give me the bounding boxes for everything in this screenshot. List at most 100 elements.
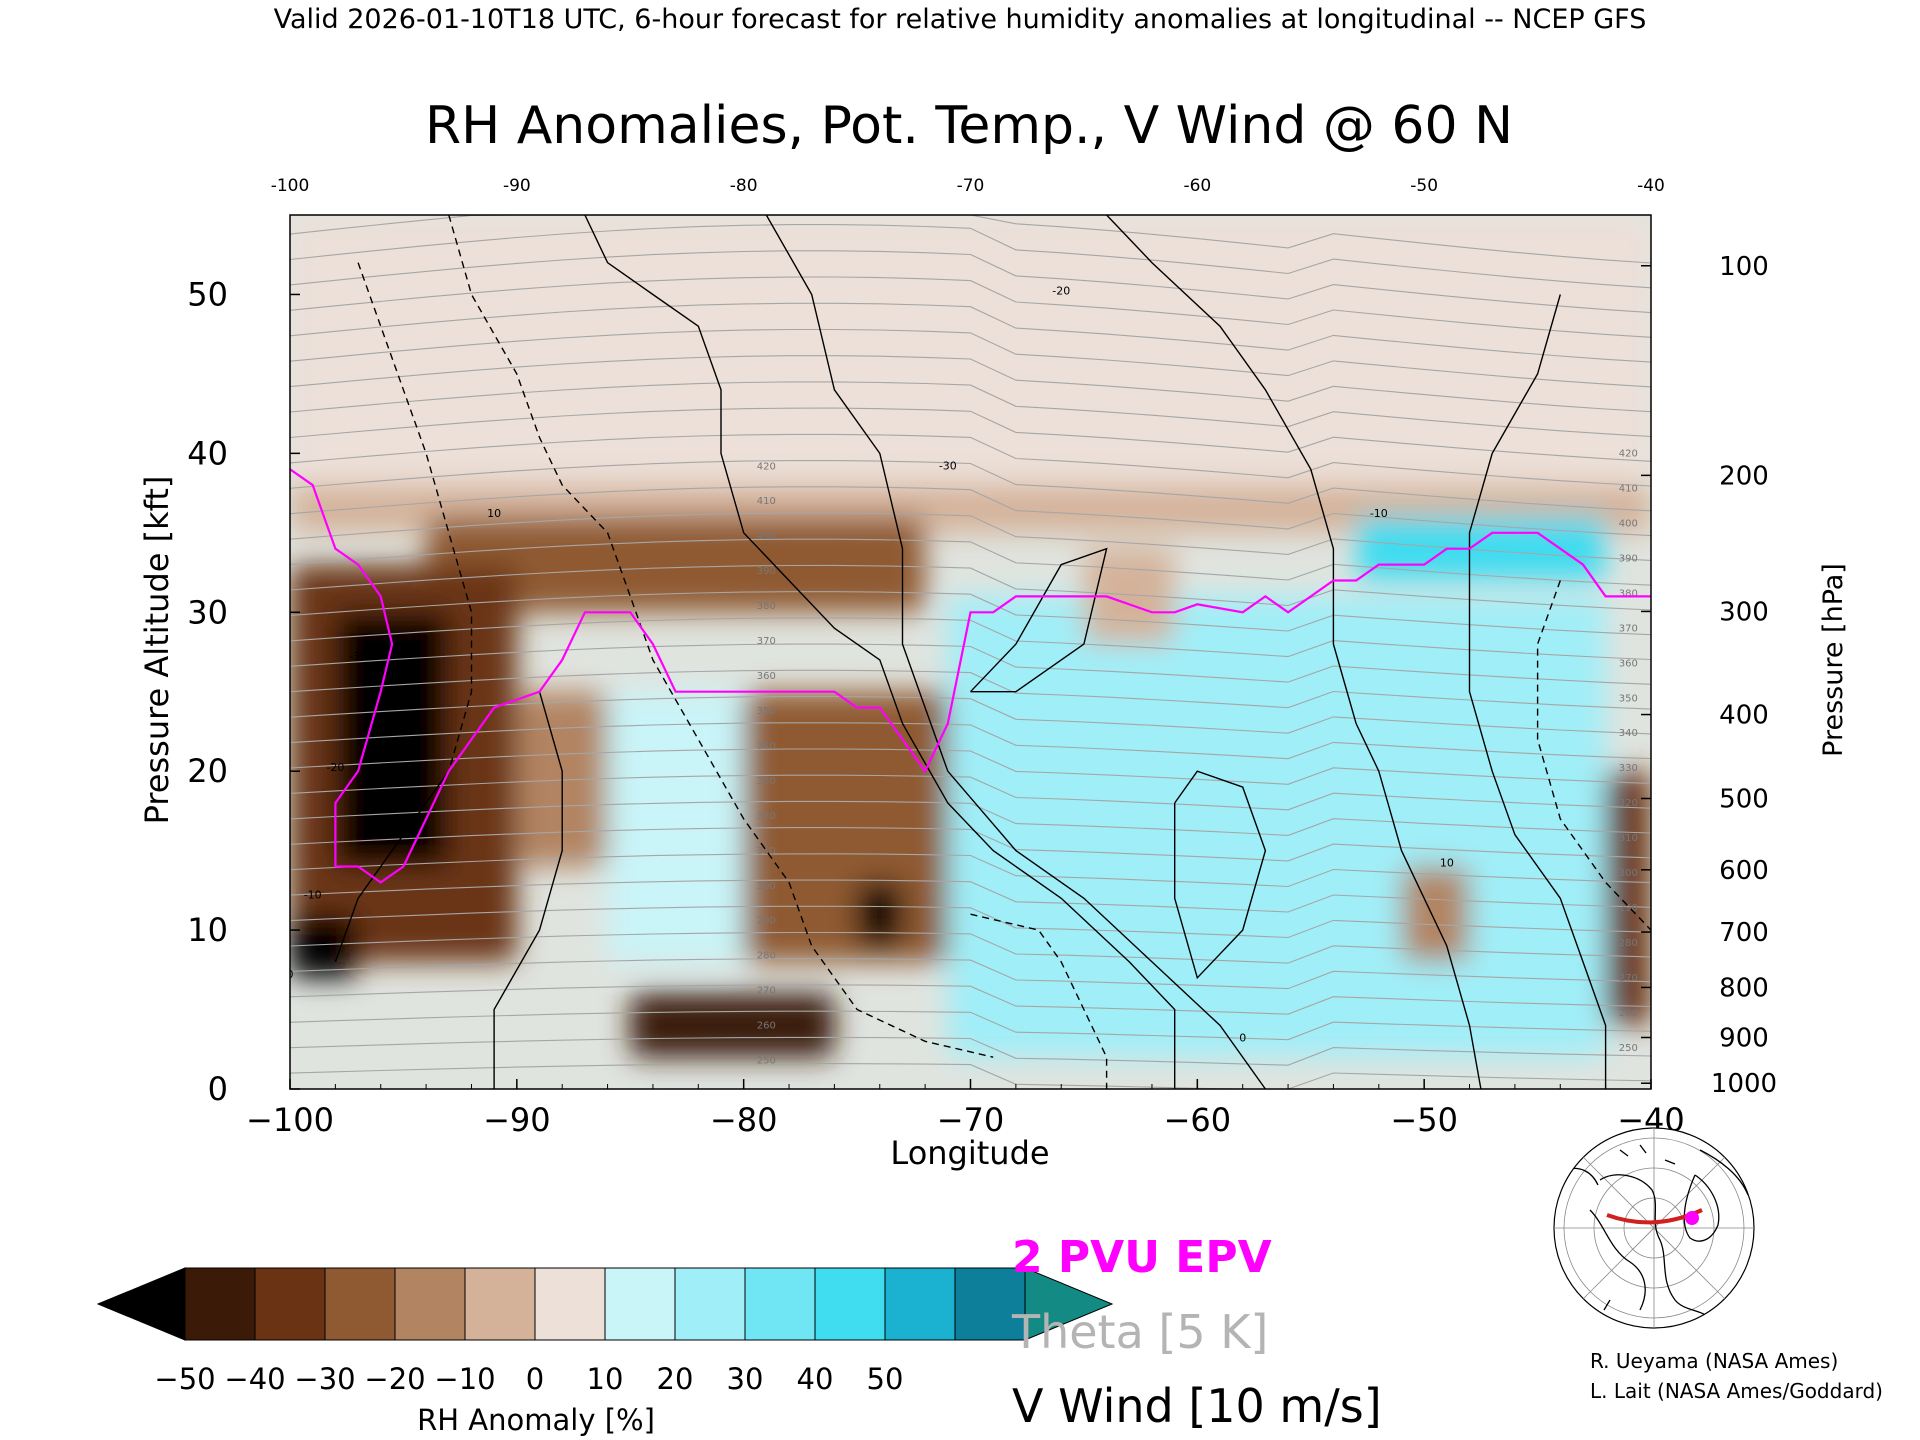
vwind-contour-label: 0 bbox=[287, 968, 294, 981]
vwind-contour-label: -20 bbox=[326, 761, 344, 774]
top-tick-label: -100 bbox=[271, 176, 310, 196]
theta-contour-label: 270 bbox=[757, 986, 776, 997]
theta-contour bbox=[290, 853, 1651, 888]
theta-contour-label: 290 bbox=[757, 916, 776, 927]
top-tick-label: -80 bbox=[730, 176, 758, 196]
y-tick-label: 30 bbox=[187, 593, 228, 631]
pressure-tick-label: 800 bbox=[1719, 973, 1769, 1003]
colorbar-tick-label: 20 bbox=[657, 1362, 694, 1396]
theta-contour bbox=[290, 433, 1651, 487]
theta-contour-label: 280 bbox=[1619, 938, 1638, 949]
theta-contour bbox=[290, 250, 1651, 314]
theta-contour-label: 260 bbox=[1619, 1008, 1638, 1019]
polar-map-icon bbox=[1553, 1127, 1755, 1329]
theta-contour-label: 380 bbox=[1619, 588, 1638, 599]
rh-anomaly-cell bbox=[1356, 516, 1606, 581]
colorbar-tick-label: 10 bbox=[587, 1362, 624, 1396]
colorbar-swatch bbox=[96, 1267, 186, 1341]
credit-line-1: R. Ueyama (NASA Ames) bbox=[1590, 1349, 1838, 1373]
y-axis-label-left: Pressure Altitude [kft] bbox=[138, 476, 176, 825]
theta-contour-label: 350 bbox=[1619, 693, 1638, 704]
theta-contour-label: 370 bbox=[1619, 623, 1638, 634]
theta-contour bbox=[290, 748, 1651, 785]
theta-contour-label: 250 bbox=[757, 1056, 776, 1067]
colorbar-tick-label: −20 bbox=[364, 1362, 425, 1396]
colorbar-label: RH Anomaly [%] bbox=[417, 1403, 655, 1437]
colorbar-tick-label: −10 bbox=[434, 1362, 495, 1396]
colorbar-swatch bbox=[884, 1267, 956, 1341]
pressure-tick-label: 600 bbox=[1719, 856, 1769, 886]
vwind-contour bbox=[765, 215, 1266, 1089]
theta-contour-label: 280 bbox=[757, 951, 776, 962]
theta-contour bbox=[290, 215, 1651, 264]
theta-contour bbox=[290, 643, 1651, 685]
colorbar-tick-label: 50 bbox=[867, 1362, 904, 1396]
legend-theta: Theta [5 K] bbox=[1011, 1305, 1268, 1359]
theta-contour-label: 330 bbox=[757, 776, 776, 787]
vwind-contour-label: -10 bbox=[1370, 507, 1388, 520]
theta-contour bbox=[290, 800, 1651, 836]
theta-contour bbox=[290, 460, 1651, 512]
top-tick-label: -50 bbox=[1410, 176, 1438, 196]
theta-contour-label: 290 bbox=[1619, 903, 1638, 914]
theta-contour-label: 370 bbox=[757, 636, 776, 647]
theta-contour bbox=[290, 722, 1651, 760]
rh-anomaly-cell bbox=[1401, 866, 1470, 962]
theta-contour bbox=[290, 905, 1651, 939]
vwind-contour-label: -30 bbox=[939, 459, 957, 472]
theta-contour-label: 410 bbox=[1619, 484, 1638, 495]
legend-epv: 2 PVU EPV bbox=[1012, 1232, 1272, 1283]
theta-contour bbox=[290, 958, 1651, 990]
vwind-contour bbox=[1536, 580, 1651, 931]
theta-contour-label: 350 bbox=[757, 706, 776, 717]
theta-contour-label: 270 bbox=[1619, 973, 1638, 984]
theta-contour bbox=[290, 564, 1651, 611]
y-tick-label: 0 bbox=[208, 1070, 228, 1108]
vwind-contour bbox=[970, 913, 1108, 1089]
theta-contour-label: 420 bbox=[1619, 449, 1638, 460]
theta-contour bbox=[290, 355, 1651, 413]
top-tick-label: -70 bbox=[957, 176, 985, 196]
vwind-contour-label: 0 bbox=[1239, 1031, 1246, 1044]
chart-title: RH Anomalies, Pot. Temp., V Wind @ 60 N bbox=[425, 96, 1513, 156]
y-tick-label: 10 bbox=[187, 911, 228, 949]
colorbar-tick-label: 0 bbox=[526, 1362, 544, 1396]
pressure-tick-label: 100 bbox=[1719, 252, 1769, 282]
pressure-tick-label: 200 bbox=[1719, 461, 1769, 491]
pressure-tick-label: 500 bbox=[1719, 784, 1769, 814]
theta-contour-label: 300 bbox=[757, 881, 776, 892]
x-tick-label: −70 bbox=[937, 1101, 1005, 1139]
theta-contour-label: 320 bbox=[757, 811, 776, 822]
y-axis-label-right: Pressure [hPa] bbox=[1818, 563, 1849, 757]
theta-contour bbox=[290, 984, 1651, 1015]
theta-contour-label: 310 bbox=[757, 846, 776, 857]
x-tick-label: −80 bbox=[710, 1101, 778, 1139]
theta-contour-label: 260 bbox=[757, 1021, 776, 1032]
top-tick-label: -60 bbox=[1183, 176, 1211, 196]
x-tick-label: −100 bbox=[246, 1101, 334, 1139]
pressure-tick-label: 400 bbox=[1719, 701, 1769, 731]
vwind-contour bbox=[357, 262, 473, 772]
theta-contour bbox=[290, 328, 1651, 388]
theta-contour-label: 310 bbox=[1619, 833, 1638, 844]
pressure-tick-label: 1000 bbox=[1711, 1069, 1777, 1099]
theta-contour-label: 340 bbox=[757, 741, 776, 752]
colorbar-swatch bbox=[674, 1267, 746, 1341]
colorbar-swatch bbox=[324, 1267, 396, 1341]
theta-contour bbox=[290, 591, 1651, 636]
theta-contour-label: 390 bbox=[1619, 553, 1638, 564]
vwind-contour-label: 10 bbox=[487, 507, 501, 520]
vwind-contour-label: -10 bbox=[304, 888, 322, 901]
rh-anomaly-cell bbox=[335, 612, 449, 867]
colorbar-tick-label: 40 bbox=[797, 1362, 834, 1396]
plot-area: 250 250 260 260 270 270 280 280 290 290 300 300 310 3… bbox=[287, 214, 1652, 1090]
colorbar-swatch bbox=[1024, 1267, 1114, 1341]
y-tick-label: 20 bbox=[187, 752, 228, 790]
theta-contour bbox=[290, 407, 1651, 462]
vwind-contour bbox=[448, 215, 994, 1058]
theta-contour-label: 400 bbox=[757, 531, 776, 542]
theta-contour bbox=[290, 1010, 1651, 1041]
pressure-tick-label: 300 bbox=[1719, 597, 1769, 627]
rh-anomaly-cell bbox=[426, 516, 926, 613]
colorbar-swatch bbox=[464, 1267, 536, 1341]
